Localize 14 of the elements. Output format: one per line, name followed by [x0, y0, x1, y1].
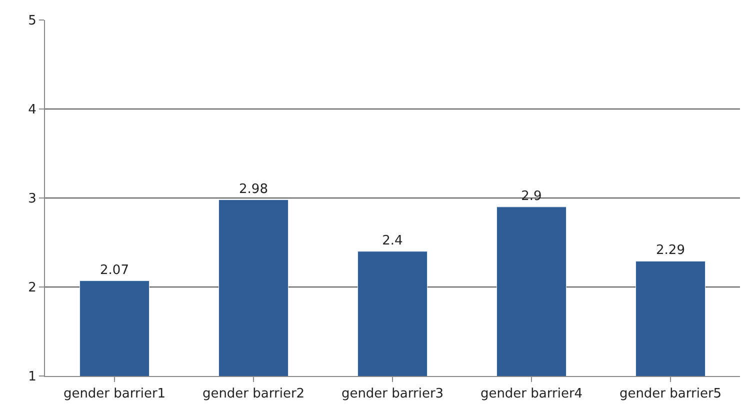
- x-tick-label: gender barrier1: [63, 386, 166, 402]
- data-label: 2.98: [239, 182, 268, 197]
- y-tick-label: 3: [28, 192, 36, 207]
- data-label: 2.07: [100, 262, 129, 278]
- y-tick-label: 1: [28, 370, 36, 385]
- x-tick-label: gender barrier4: [480, 386, 583, 402]
- data-label: 2.4: [382, 233, 403, 248]
- x-tick-label: gender barrier3: [341, 386, 444, 402]
- data-label: 2.29: [656, 243, 685, 258]
- x-tick-label: gender barrier5: [619, 386, 722, 402]
- x-tick-label: gender barrier2: [202, 386, 305, 402]
- y-tick-label: 5: [28, 14, 36, 29]
- y-tick-label: 4: [28, 102, 36, 118]
- y-tick-label: 2: [28, 280, 36, 296]
